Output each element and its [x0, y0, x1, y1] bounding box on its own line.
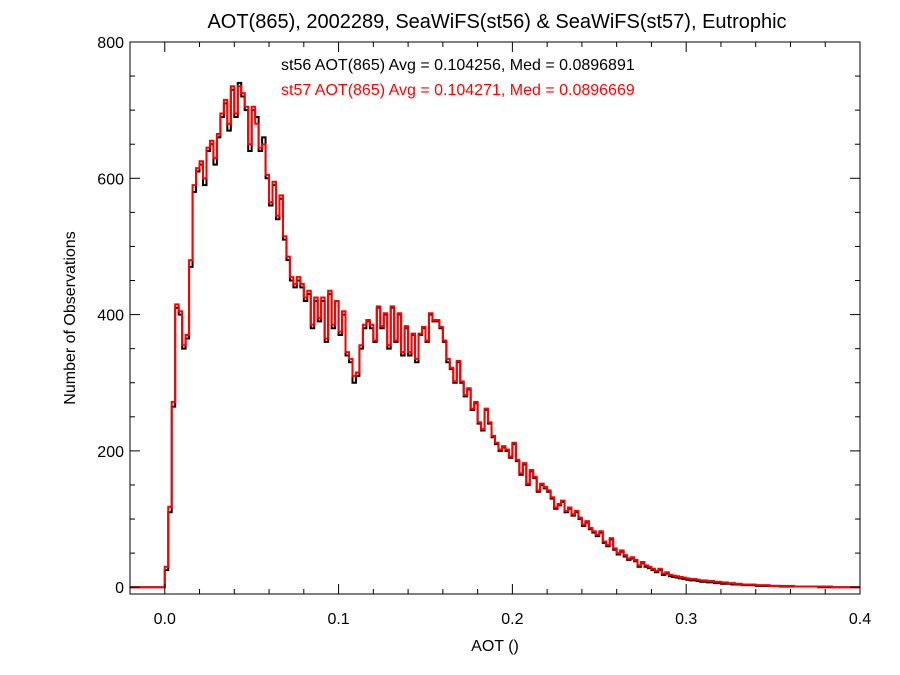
annotation-st56: st56 AOT(865) Avg = 0.104256, Med = 0.08… — [281, 57, 635, 74]
y-tick-label-0: 0 — [115, 580, 124, 597]
x-tick-label-2: 0.2 — [501, 611, 523, 628]
series-line-st57 — [130, 85, 860, 589]
series-line-st56 — [130, 81, 860, 589]
y-tick-label-1: 200 — [97, 444, 124, 461]
y-tick-label-3: 600 — [97, 171, 124, 188]
series-layer — [130, 81, 860, 589]
x-tick-label-4: 0.4 — [849, 611, 871, 628]
y-axis-label: Number of Observations — [62, 231, 79, 404]
x-axis-label: AOT () — [471, 638, 519, 655]
x-tick-label-1: 0.1 — [327, 611, 349, 628]
ticks-layer: 0.0 0.1 0.2 0.3 0.4 0 200 400 600 800 — [97, 35, 871, 628]
y-tick-label-2: 400 — [97, 308, 124, 325]
y-tick-label-4: 800 — [97, 35, 124, 52]
x-tick-label-0: 0.0 — [154, 611, 176, 628]
chart-title: AOT(865), 2002289, SeaWiFS(st56) & SeaWi… — [207, 11, 786, 33]
annotation-st57: st57 AOT(865) Avg = 0.104271, Med = 0.08… — [281, 82, 635, 99]
plot-frame — [129, 41, 861, 595]
x-tick-label-3: 0.3 — [675, 611, 697, 628]
